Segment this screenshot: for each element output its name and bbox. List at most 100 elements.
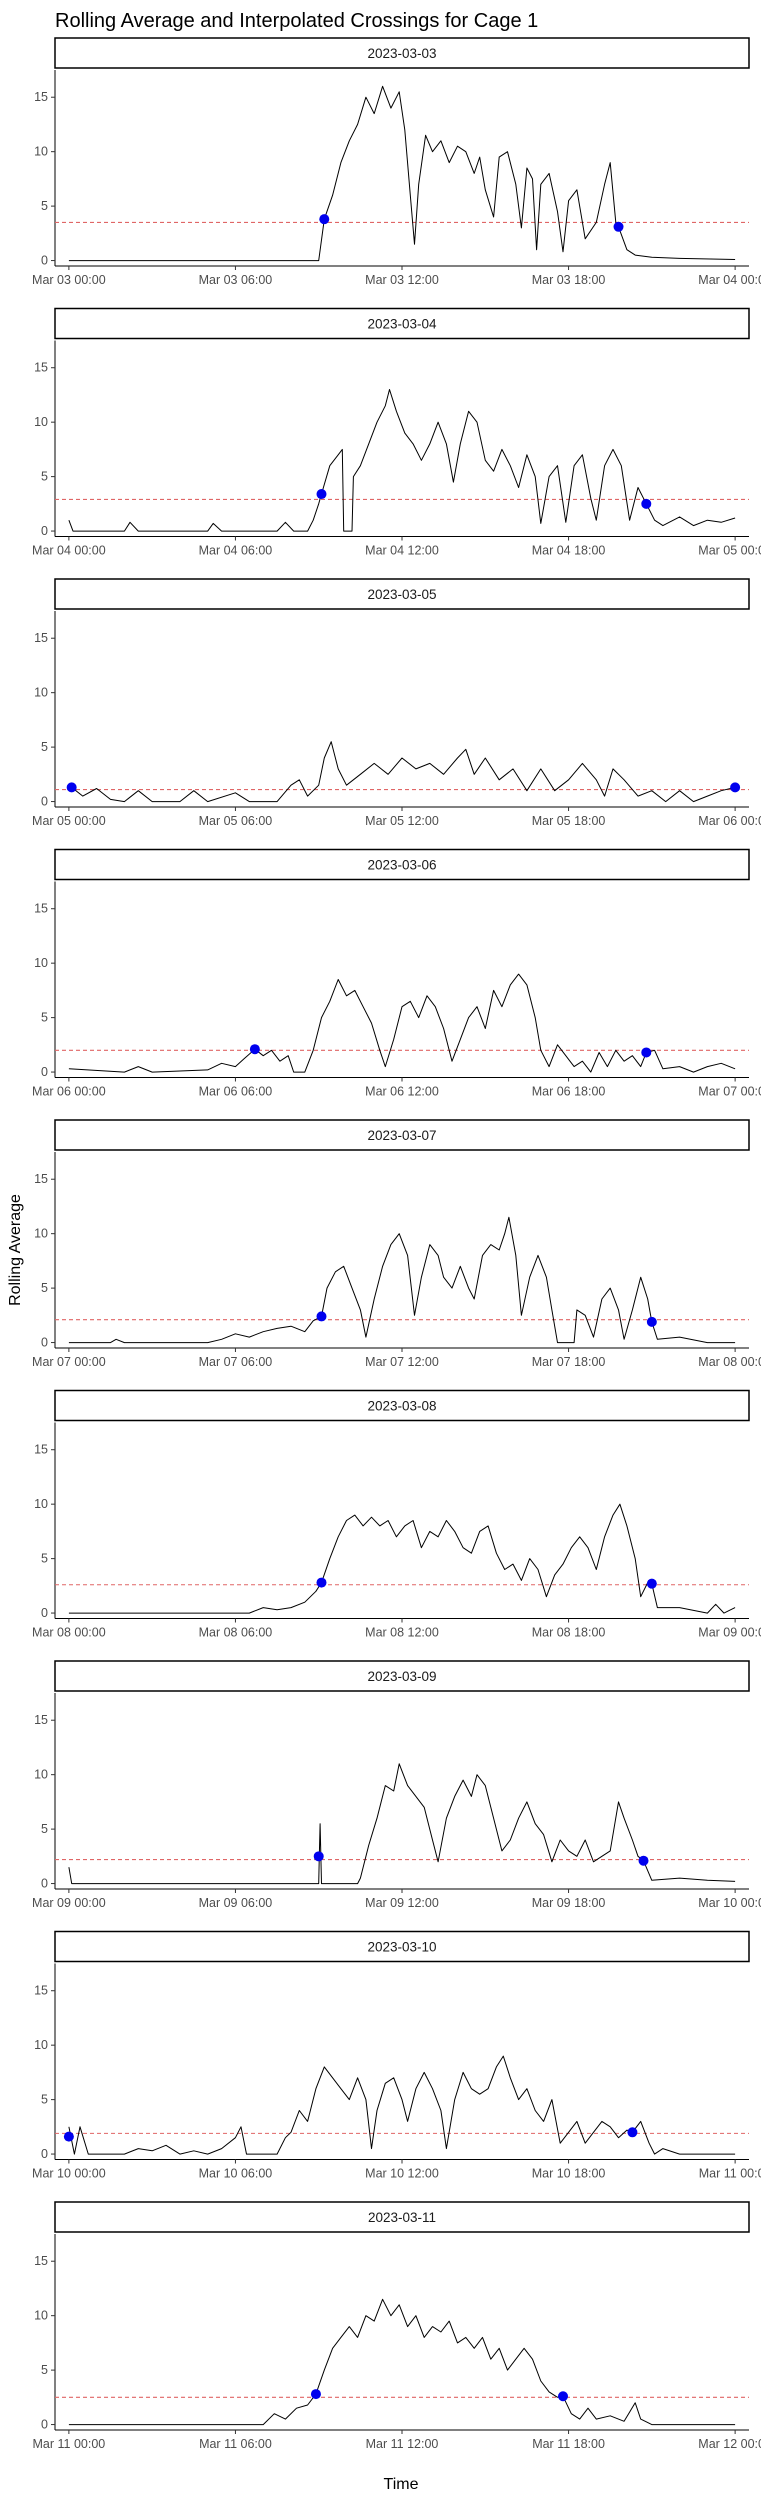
y-tick-label: 0: [41, 1606, 48, 1620]
x-tick-label: Mar 11 18:00: [532, 2437, 605, 2451]
x-tick-label: Mar 11 06:00: [199, 2437, 272, 2451]
chart-panels: 2023-03-03 0 5 10 15 Mar 03 00:00 Mar 03 06:00…: [32, 37, 761, 2451]
y-tick-label: 10: [34, 2309, 48, 2323]
facet-panel: 2023-03-11 0 5 10 15 Mar 11 00:00 Mar 11 06:00…: [33, 2201, 761, 2451]
facet-panel: 2023-03-09 0 5 10 15 Mar 09 00:00 Mar 09 06:00…: [32, 1660, 761, 1910]
y-tick-label: 5: [41, 2363, 48, 2377]
x-axis-title: Time: [384, 2476, 419, 2493]
facet-strip: [54, 1660, 750, 1692]
facet-strip-label: 2023-03-05: [367, 587, 436, 602]
y-tick-label: 15: [34, 1443, 48, 1457]
rolling-average-line: [68, 1216, 736, 1344]
y-tick-label: 15: [34, 2254, 48, 2268]
facet-strip-label: 2023-03-03: [367, 46, 436, 61]
y-axis-title: Rolling Average: [7, 1194, 24, 1306]
y-tick-label: 10: [34, 415, 48, 429]
y-tick-label: 5: [41, 199, 48, 213]
x-tick-label: Mar 12 00:00: [698, 2437, 761, 2451]
y-tick-label: 0: [41, 1877, 48, 1891]
y-tick-label: 0: [41, 2418, 48, 2432]
facet-strip: [54, 2201, 750, 2233]
facet-strip: [54, 848, 750, 881]
x-tick-label: Mar 08 00:00: [32, 1626, 106, 1640]
facet-strip-label: 2023-03-04: [367, 317, 437, 332]
rolling-average-line: [68, 1763, 736, 1885]
x-tick-label: Mar 08 18:00: [532, 1626, 606, 1640]
y-tick-label: 5: [41, 1281, 48, 1295]
x-tick-label: Mar 09 12:00: [365, 1896, 439, 1910]
x-tick-label: Mar 04 06:00: [199, 544, 273, 558]
y-tick-label: 0: [41, 1065, 48, 1079]
facet-strip: [54, 307, 750, 340]
facet-strip: [54, 578, 750, 610]
x-tick-label: Mar 10 18:00: [532, 2167, 606, 2181]
crossing-point: [638, 1855, 649, 1866]
x-tick-label: Mar 09 00:00: [698, 1626, 761, 1640]
crossing-point: [641, 1047, 652, 1058]
x-tick-label: Mar 10 12:00: [365, 2167, 439, 2181]
x-tick-label: Mar 05 00:00: [32, 814, 106, 828]
crossing-point: [641, 498, 652, 509]
x-tick-label: Mar 03 00:00: [32, 273, 106, 287]
y-tick-label: 15: [34, 631, 48, 645]
x-tick-label: Mar 05 12:00: [365, 814, 439, 828]
x-tick-label: Mar 07 06:00: [199, 1355, 273, 1369]
facet-panel: 2023-03-04 0 5 10 15 Mar 04 00:00 Mar 04 06:00…: [32, 307, 761, 558]
x-tick-label: Mar 07 00:00: [32, 1355, 106, 1369]
crossing-point: [316, 1311, 327, 1322]
y-tick-label: 10: [34, 145, 48, 159]
x-tick-label: Mar 11 12:00: [366, 2437, 439, 2451]
facet-strip: [54, 37, 750, 69]
x-tick-label: Mar 04 18:00: [532, 544, 606, 558]
y-tick-label: 10: [34, 956, 48, 970]
y-tick-label: 15: [34, 361, 48, 375]
crossing-point: [646, 1316, 657, 1327]
y-tick-label: 5: [41, 2093, 48, 2107]
crossing-point: [313, 1851, 324, 1862]
rolling-average-line: [68, 741, 736, 803]
crossing-point: [627, 2127, 638, 2138]
x-tick-label: Mar 06 06:00: [199, 1085, 273, 1099]
x-tick-label: Mar 08 06:00: [199, 1626, 273, 1640]
facet-panel: 2023-03-03 0 5 10 15 Mar 03 00:00 Mar 03 06:00…: [32, 37, 761, 287]
y-tick-label: 15: [34, 1984, 48, 1998]
crossing-point: [613, 221, 624, 232]
x-tick-label: Mar 06 00:00: [32, 1085, 106, 1099]
x-tick-label: Mar 03 12:00: [365, 273, 439, 287]
facet-strip-label: 2023-03-08: [367, 1399, 436, 1414]
x-tick-label: Mar 04 00:00: [698, 273, 761, 287]
x-tick-label: Mar 04 00:00: [32, 544, 106, 558]
x-tick-label: Mar 03 06:00: [199, 273, 273, 287]
x-tick-label: Mar 06 12:00: [365, 1085, 439, 1099]
chart-title: Rolling Average and Interpolated Crossin…: [55, 10, 538, 32]
x-tick-label: Mar 08 12:00: [365, 1626, 439, 1640]
y-tick-label: 15: [34, 902, 48, 916]
x-tick-label: Mar 07 12:00: [365, 1355, 439, 1369]
y-tick-label: 10: [34, 1227, 48, 1241]
crossing-point: [249, 1044, 260, 1055]
rolling-average-line: [68, 1503, 736, 1614]
facet-strip-label: 2023-03-07: [367, 1128, 436, 1143]
facet-strip: [54, 1930, 750, 1963]
y-tick-label: 5: [41, 470, 48, 484]
x-tick-label: Mar 05 00:00: [698, 544, 761, 558]
y-tick-label: 5: [41, 1011, 48, 1025]
facet-panel: 2023-03-07 0 5 10 15 Mar 07 00:00 Mar 07 06:00…: [32, 1119, 761, 1369]
rolling-average-line: [68, 2055, 736, 2155]
facet-strip: [54, 1389, 750, 1422]
facet-panel: 2023-03-10 0 5 10 15 Mar 10 00:00 Mar 10 06:00…: [32, 1930, 761, 2181]
y-tick-label: 10: [34, 2038, 48, 2052]
x-tick-label: Mar 06 18:00: [532, 1085, 606, 1099]
facet-panel: 2023-03-05 0 5 10 15 Mar 05 00:00 Mar 05 06:00…: [32, 578, 761, 828]
crossing-point: [730, 782, 741, 793]
crossing-point: [63, 2131, 74, 2142]
y-tick-label: 5: [41, 1552, 48, 1566]
y-tick-label: 5: [41, 740, 48, 754]
x-tick-label: Mar 10 00:00: [32, 2167, 106, 2181]
facet-panel: 2023-03-08 0 5 10 15 Mar 08 00:00 Mar 08 06:00…: [32, 1389, 761, 1640]
facet-panel: 2023-03-06 0 5 10 15 Mar 06 00:00 Mar 06 06:00…: [32, 848, 761, 1099]
x-tick-label: Mar 06 00:00: [698, 814, 761, 828]
rolling-average-line: [68, 85, 736, 262]
y-tick-label: 0: [41, 524, 48, 538]
